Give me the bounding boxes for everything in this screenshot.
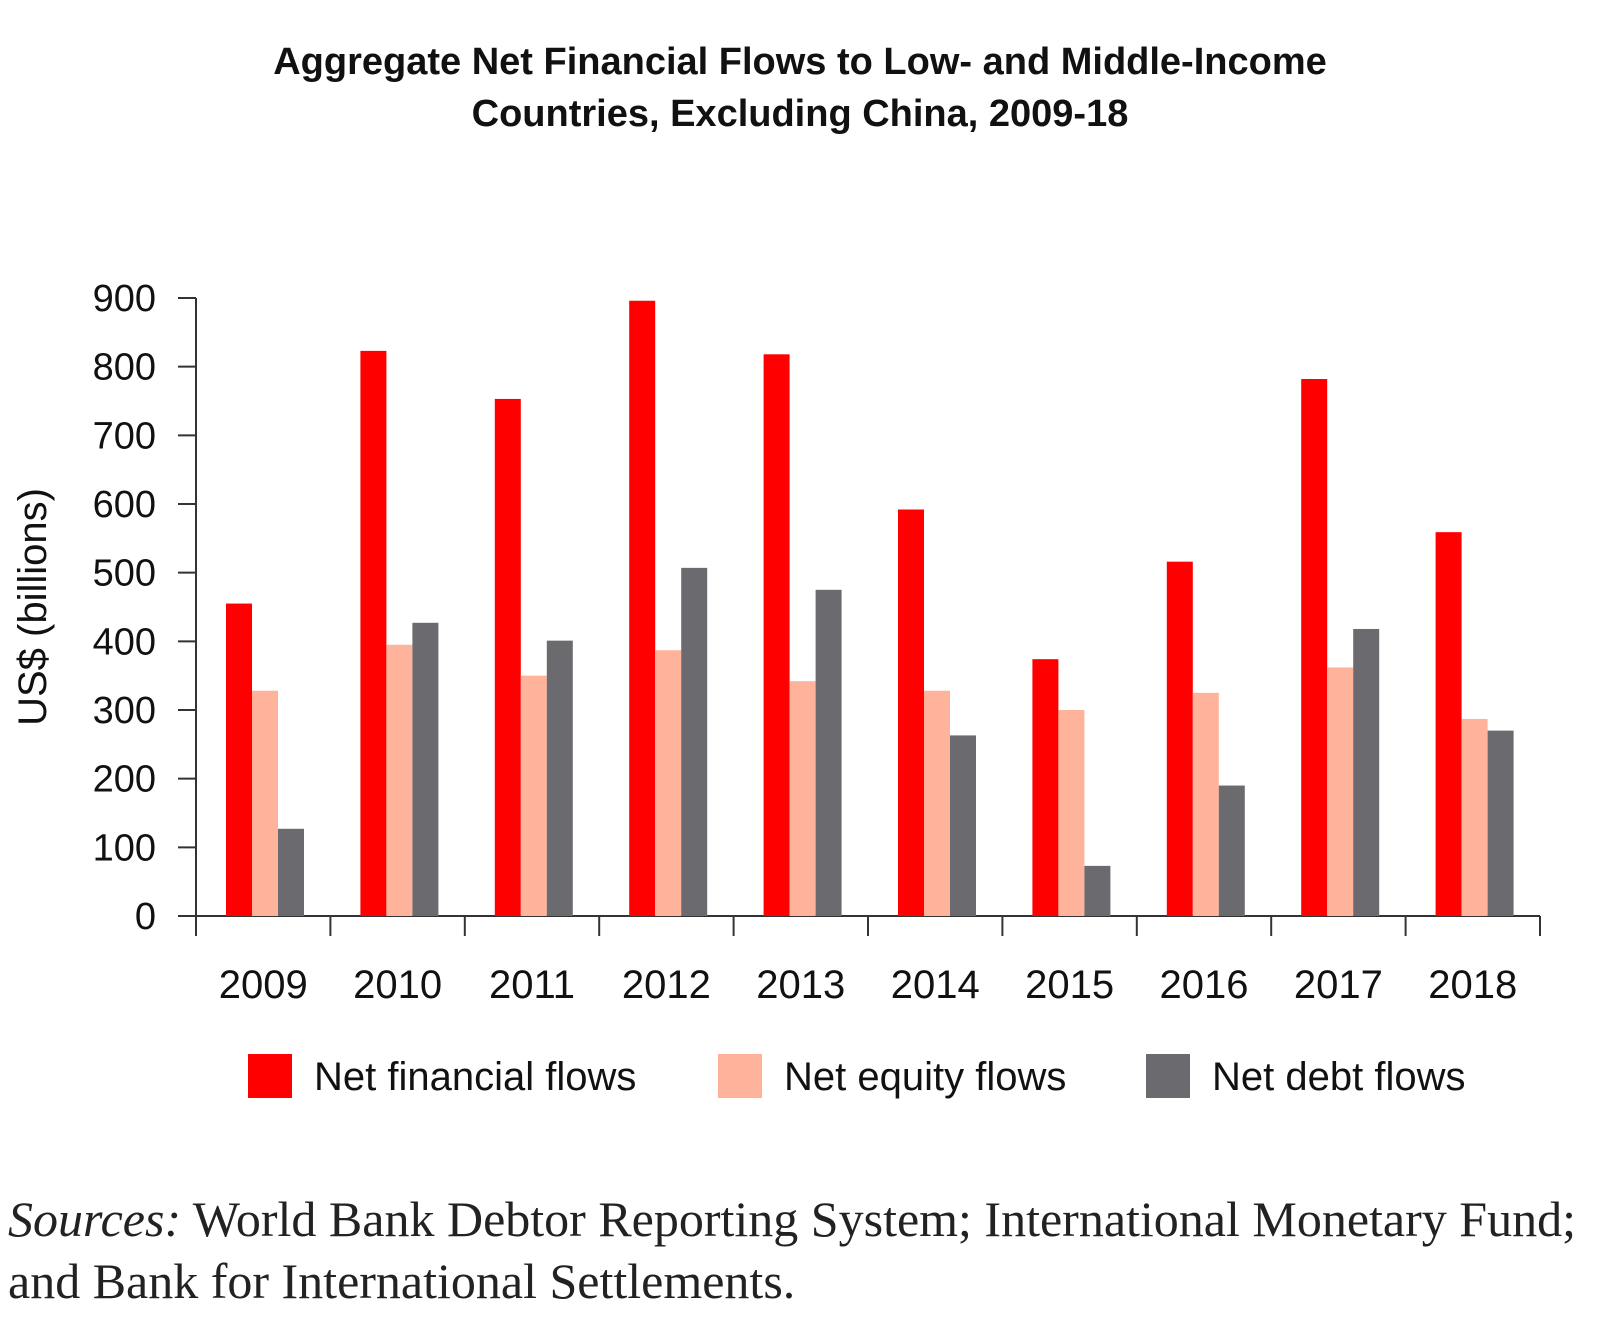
bar-net-debt-flows-2009	[278, 828, 304, 916]
bar-net-financial-flows-2018	[1435, 532, 1462, 916]
bar-net-debt-flows-2014	[950, 735, 976, 916]
bar-net-debt-flows-2013	[815, 589, 842, 916]
sources-text: World Bank Debtor Reporting System; Inte…	[8, 1191, 1576, 1309]
x-tick-label-2017: 2017	[1294, 963, 1383, 1007]
bar-net-equity-flows-2016	[1192, 692, 1219, 916]
bar-net-financial-flows-2016	[1166, 561, 1193, 916]
x-tick-label-2014: 2014	[891, 963, 980, 1007]
bar-net-equity-flows-2017	[1327, 667, 1354, 916]
bar-net-financial-flows-2010	[360, 350, 387, 917]
bar-chart: 0 100 200 300 400 500 600 700 800 900 US$ (billion…	[11, 278, 1541, 1099]
bar-net-equity-flows-2018	[1461, 718, 1488, 916]
y-tick-label-600: 600	[93, 484, 156, 526]
bar-net-debt-flows-2010	[412, 622, 439, 916]
y-tick-label-900: 900	[93, 278, 156, 320]
y-axis-title: US$ (billions)	[11, 488, 55, 726]
legend-label-net-financial-flows: Net financial flows	[314, 1055, 636, 1099]
y-tick-label-300: 300	[93, 690, 156, 732]
legend-swatch-net-equity-flows	[718, 1054, 762, 1098]
x-tick-label-2016: 2016	[1160, 963, 1249, 1007]
bar-net-equity-flows-2015	[1058, 710, 1085, 916]
x-tick-label-2009: 2009	[219, 963, 308, 1007]
bar-net-financial-flows-2015	[1032, 659, 1059, 916]
x-tick-label-2012: 2012	[622, 963, 711, 1007]
bar-net-financial-flows-2011	[494, 398, 521, 916]
bar-net-debt-flows-2017	[1353, 628, 1380, 916]
bar-net-equity-flows-2013	[789, 681, 816, 916]
y-tick-label-0: 0	[135, 896, 156, 938]
bar-net-equity-flows-2012	[655, 650, 682, 916]
x-tick-label-2011: 2011	[489, 963, 575, 1007]
legend-swatch-net-financial-flows	[248, 1054, 292, 1098]
y-tick-label-800: 800	[93, 347, 156, 389]
bar-net-debt-flows-2012	[681, 567, 708, 916]
chart-title-line-2: Countries, Excluding China, 2009-18	[471, 93, 1129, 135]
y-tick-label-100: 100	[93, 827, 156, 869]
x-tick-label-2018: 2018	[1428, 963, 1517, 1007]
bar-net-equity-flows-2009	[252, 690, 278, 916]
bar-net-financial-flows-2013	[763, 354, 790, 917]
y-tick-label-700: 700	[93, 415, 156, 457]
chart-title: Aggregate Net Financial Flows to Low- an…	[0, 36, 1600, 140]
bar-net-financial-flows-2009	[226, 603, 252, 916]
chart-title-line-1: Aggregate Net Financial Flows to Low- an…	[273, 41, 1327, 83]
bar-net-equity-flows-2014	[924, 690, 950, 916]
x-tick-label-2010: 2010	[353, 963, 442, 1007]
bar-net-debt-flows-2018	[1487, 730, 1514, 916]
legend-label-net-equity-flows: Net equity flows	[784, 1055, 1066, 1099]
y-tick-label-400: 400	[93, 621, 156, 663]
bar-net-debt-flows-2015	[1084, 865, 1111, 916]
y-tick-label-200: 200	[93, 759, 156, 801]
legend-swatch-net-debt-flows	[1146, 1054, 1190, 1098]
bar-net-financial-flows-2012	[629, 300, 656, 916]
x-tick-label-2015: 2015	[1025, 963, 1114, 1007]
bar-net-financial-flows-2017	[1301, 379, 1328, 916]
bar-net-financial-flows-2014	[898, 509, 924, 916]
y-tick-label-500: 500	[93, 553, 156, 595]
bar-net-debt-flows-2016	[1218, 785, 1245, 916]
x-tick-label-2013: 2013	[756, 963, 845, 1007]
bar-net-equity-flows-2011	[520, 675, 547, 916]
legend-label-net-debt-flows: Net debt flows	[1212, 1055, 1465, 1099]
bar-net-debt-flows-2011	[546, 640, 573, 916]
sources-note: Sources: World Bank Debtor Reporting Sys…	[8, 1188, 1598, 1312]
bar-net-equity-flows-2010	[386, 644, 413, 916]
sources-label: Sources:	[8, 1191, 182, 1247]
